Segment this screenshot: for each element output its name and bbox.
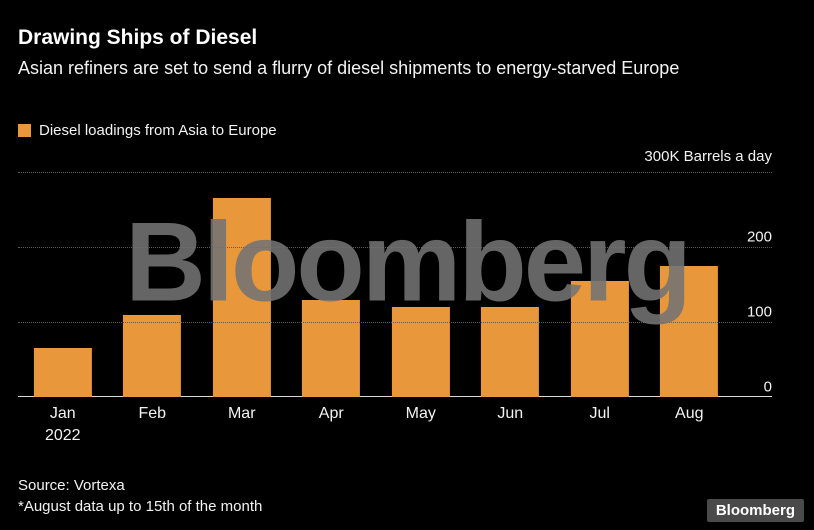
legend-label: Diesel loadings from Asia to Europe: [39, 122, 277, 139]
y-axis-unit-label: 300K Barrels a day: [644, 148, 772, 165]
bar-column-jan: [18, 172, 108, 397]
chart-subtitle: Asian refiners are set to send a flurry …: [18, 58, 680, 78]
bar-column-feb: [108, 172, 198, 397]
x-tick-label-feb: Feb: [108, 403, 198, 447]
bar-apr: [302, 299, 361, 397]
gridline-200: [18, 247, 772, 248]
x-tick-label-aug: Aug: [645, 403, 735, 447]
bar-jun: [481, 307, 540, 397]
bar-column-mar: [197, 172, 287, 397]
bar-column-jun: [466, 172, 556, 397]
x-tick-label-may: May: [376, 403, 466, 447]
bar-may: [391, 307, 450, 397]
legend: Diesel loadings from Asia to Europe: [18, 122, 277, 139]
bar-column-apr: [287, 172, 377, 397]
bar-feb: [123, 314, 182, 397]
x-tick-label-mar: Mar: [197, 403, 287, 447]
x-tick-month: Jul: [589, 405, 610, 422]
y-tick-label-200: 200: [746, 228, 772, 246]
y-tick-label-100: 100: [746, 303, 772, 321]
x-tick-year: 2022: [44, 427, 81, 444]
x-tick-month: Feb: [138, 405, 167, 422]
bar-column-aug: [645, 172, 735, 397]
x-tick-label-jan: Jan 2022: [18, 403, 108, 447]
x-tick-month: Aug: [675, 405, 704, 422]
bloomberg-logo: Bloomberg: [706, 499, 804, 522]
source-text: Source: Vortexa: [18, 477, 125, 494]
bar-jan: [33, 348, 92, 397]
x-tick-month: Jan: [49, 405, 76, 422]
bar-aug: [660, 265, 719, 397]
bar-jul: [570, 280, 629, 397]
plot-area: 0 100 200: [18, 172, 772, 397]
x-tick-label-apr: Apr: [287, 403, 377, 447]
bar-mar: [212, 198, 271, 397]
y-tick-label-0: 0: [763, 378, 772, 396]
x-tick-label-jul: Jul: [555, 403, 645, 447]
x-tick-month: Apr: [318, 405, 344, 422]
legend-swatch-icon: [18, 124, 31, 137]
x-tick-month: Mar: [227, 405, 256, 422]
x-tick-month: May: [405, 405, 436, 422]
footnote-text: *August data up to 15th of the month: [18, 498, 263, 515]
bar-column-jul: [555, 172, 645, 397]
x-axis-labels: Jan 2022 Feb Mar Apr May Jun Jul Aug: [18, 403, 734, 447]
page-title: Drawing Ships of Diesel: [18, 26, 258, 49]
gridline-300: [18, 172, 772, 173]
gridline-100: [18, 322, 772, 323]
bars-container: [18, 172, 734, 397]
x-tick-label-jun: Jun: [466, 403, 556, 447]
bar-column-may: [376, 172, 466, 397]
x-tick-month: Jun: [497, 405, 524, 422]
